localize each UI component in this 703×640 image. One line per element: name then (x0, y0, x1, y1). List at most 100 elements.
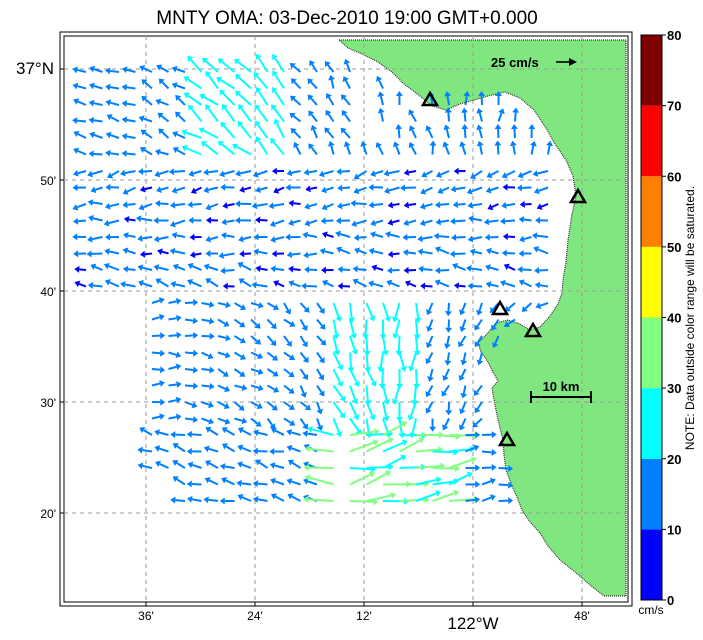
current-vector (367, 336, 368, 351)
current-vector (79, 269, 86, 270)
current-vector (275, 269, 284, 270)
y-tick-label: 50' (40, 174, 56, 188)
current-vector (489, 221, 499, 222)
current-vector (465, 129, 466, 138)
current-vector (169, 335, 177, 336)
colorbar-tick-label: 70 (667, 99, 681, 114)
current-vector (341, 171, 350, 172)
current-vector (458, 204, 466, 205)
current-vector (185, 353, 193, 354)
current-vector (350, 353, 351, 368)
current-vector (415, 386, 416, 401)
current-vector (439, 236, 449, 237)
colorbar-segment-1 (641, 459, 662, 530)
current-vector (152, 353, 160, 354)
current-vector (208, 171, 218, 172)
current-vector (152, 369, 160, 370)
current-vector (540, 285, 548, 286)
current-vector (169, 318, 177, 319)
colorbar-tick-label: 10 (667, 522, 681, 537)
current-vector (355, 203, 366, 204)
current-vector (225, 270, 234, 271)
colorbar-segment-0 (641, 529, 662, 600)
current-vector (185, 369, 193, 370)
colorbar-segment-3 (641, 318, 662, 389)
current-vector (310, 188, 317, 189)
current-vector (208, 500, 218, 501)
current-vector (293, 203, 300, 204)
current-vector (515, 113, 516, 122)
current-vector (466, 500, 476, 501)
y-axis-ticks: 37°N50'40'30'20' (16, 59, 64, 521)
current-vector (192, 484, 202, 485)
current-vector (408, 253, 416, 254)
current-vector (399, 336, 400, 351)
colorbar-tick-label: 0 (667, 593, 674, 608)
current-vector (307, 434, 317, 435)
current-vector (416, 320, 417, 335)
current-vector (127, 87, 136, 88)
current-vector (192, 434, 202, 435)
colorbar-tick-label: 20 (667, 452, 681, 467)
current-vector (127, 154, 136, 155)
current-vector (399, 129, 400, 138)
current-vector (78, 221, 86, 222)
current-vector (416, 336, 417, 351)
current-vector (127, 104, 136, 105)
current-vector (537, 236, 548, 237)
current-vector (185, 335, 193, 336)
x-tick-label: 122°W (447, 614, 498, 633)
current-vector (258, 484, 268, 485)
current-vector (195, 254, 202, 255)
colorbar-segment-4 (641, 247, 662, 318)
current-vector (524, 220, 532, 221)
x-tick-label: 12' (356, 609, 372, 623)
current-vector (440, 204, 449, 205)
current-vector (241, 483, 251, 484)
colorbar-tick-label: 60 (667, 169, 681, 184)
current-vector (482, 467, 492, 468)
colorbar-tick-label: 40 (667, 311, 681, 326)
current-vector (185, 320, 193, 321)
current-vector (367, 386, 368, 401)
current-vector (448, 96, 449, 105)
current-vector (342, 188, 350, 189)
colorbar-tick-label: 30 (667, 381, 681, 396)
current-vector (110, 87, 119, 88)
current-vector (466, 96, 467, 105)
current-vector (409, 171, 416, 172)
current-vector (498, 146, 499, 155)
current-vector (382, 369, 383, 384)
current-vector (514, 129, 515, 138)
current-vector (142, 237, 152, 238)
current-vector (366, 320, 367, 335)
current-vector (175, 500, 185, 501)
current-vector (160, 203, 168, 204)
x-tick-label: 24' (247, 609, 263, 623)
current-vector (110, 153, 119, 154)
current-vector (185, 419, 193, 420)
current-vector (416, 369, 417, 384)
current-vector (110, 71, 119, 72)
current-vector (77, 121, 86, 122)
current-vector (393, 204, 400, 205)
current-vector (393, 254, 400, 255)
current-vector (459, 286, 466, 287)
current-vector (448, 353, 449, 361)
current-vector (465, 113, 466, 122)
current-vector (472, 204, 482, 205)
current-vector (423, 269, 432, 270)
current-vector (505, 221, 515, 222)
current-vector (127, 204, 135, 205)
current-vector (456, 237, 465, 238)
current-vector (539, 270, 548, 271)
current-vector (499, 485, 509, 486)
y-tick-label: 20' (40, 507, 56, 521)
y-tick-label: 37°N (16, 59, 54, 78)
current-vector (292, 254, 301, 255)
current-vector (448, 303, 449, 311)
current-vector (409, 204, 416, 205)
current-vector (309, 171, 317, 172)
y-tick-label: 30' (40, 396, 56, 410)
